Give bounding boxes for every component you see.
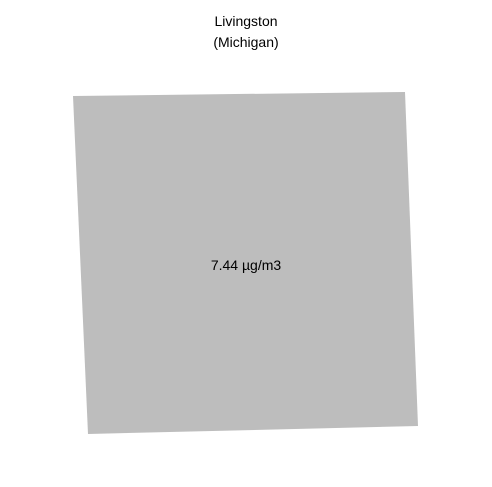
county-shape — [73, 92, 418, 434]
map-title: Livingston (Michigan) — [0, 11, 492, 53]
county-name: Livingston — [214, 13, 278, 29]
pollution-value-label: 7.44 µg/m3 — [210, 257, 282, 273]
state-name: (Michigan) — [213, 34, 279, 50]
